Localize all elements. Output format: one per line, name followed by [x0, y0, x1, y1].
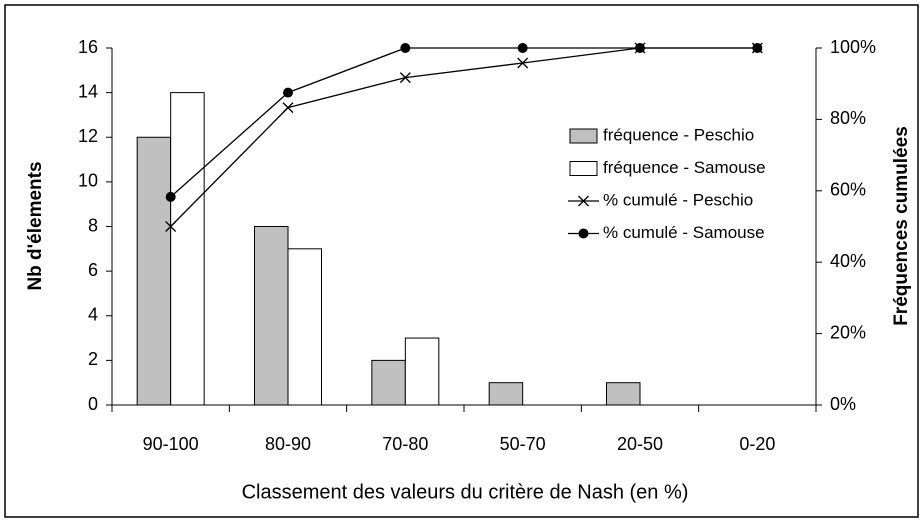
- bar: [287, 248, 322, 406]
- x-axis-title: Classement des valeurs du critère de Nas…: [242, 481, 689, 503]
- y2-tick-label: 0%: [830, 394, 856, 414]
- marker: [752, 43, 763, 53]
- bar: [371, 359, 406, 406]
- bar: [488, 382, 524, 406]
- bar: [136, 136, 172, 406]
- legend-label: % cumulé - Samouse: [603, 223, 765, 242]
- marker: [283, 87, 293, 98]
- y2-tick-label: 100%: [830, 37, 876, 57]
- y-tick-label: 14: [78, 81, 98, 101]
- y2-tick-label: 80%: [830, 108, 866, 128]
- y2-tick-label: 20%: [830, 322, 866, 342]
- legend-swatch: [569, 161, 598, 176]
- legend-label: % cumulé - Peschio: [603, 190, 753, 209]
- x-tick-label: 90-100: [143, 434, 199, 454]
- bar: [254, 226, 289, 406]
- line: [170, 47, 758, 198]
- y2-tick-label: 60%: [830, 180, 866, 200]
- marker: [165, 191, 176, 202]
- y-tick-label: 2: [88, 349, 98, 369]
- y2-tick-label: 40%: [830, 251, 866, 271]
- x-tick-label: 70-80: [382, 434, 428, 454]
- marker: [165, 221, 177, 232]
- y-tick-label: 10: [78, 171, 98, 191]
- x-tick-label: 80-90: [265, 434, 311, 454]
- bar: [606, 382, 641, 406]
- marker: [399, 72, 411, 84]
- marker: [517, 57, 529, 69]
- y-tick-label: 4: [88, 305, 98, 325]
- marker: [517, 43, 528, 53]
- legend-marker: [578, 195, 589, 207]
- legend-swatch: [569, 128, 598, 144]
- marker: [635, 43, 645, 53]
- marker: [400, 43, 411, 53]
- y-tick-label: 12: [78, 126, 98, 146]
- y-tick-label: 8: [88, 215, 98, 235]
- legend-label: fréquence - Samouse: [603, 158, 766, 177]
- marker: [282, 102, 294, 114]
- y-tick-label: 0: [88, 394, 98, 414]
- x-tick-label: 0-20: [739, 434, 775, 454]
- bar: [404, 337, 440, 406]
- x-tick-label: 50-70: [500, 434, 546, 454]
- y-axis-title: Nb d'élements: [25, 161, 46, 290]
- y-tick-label: 6: [88, 260, 98, 280]
- y-tick-label: 16: [78, 37, 98, 57]
- legend-marker: [578, 228, 589, 239]
- bar: [170, 92, 205, 406]
- x-tick-label: 20-50: [617, 434, 663, 454]
- y2-axis-title: Fréquences cumulées: [891, 126, 912, 326]
- legend-label: fréquence - Peschio: [603, 125, 754, 144]
